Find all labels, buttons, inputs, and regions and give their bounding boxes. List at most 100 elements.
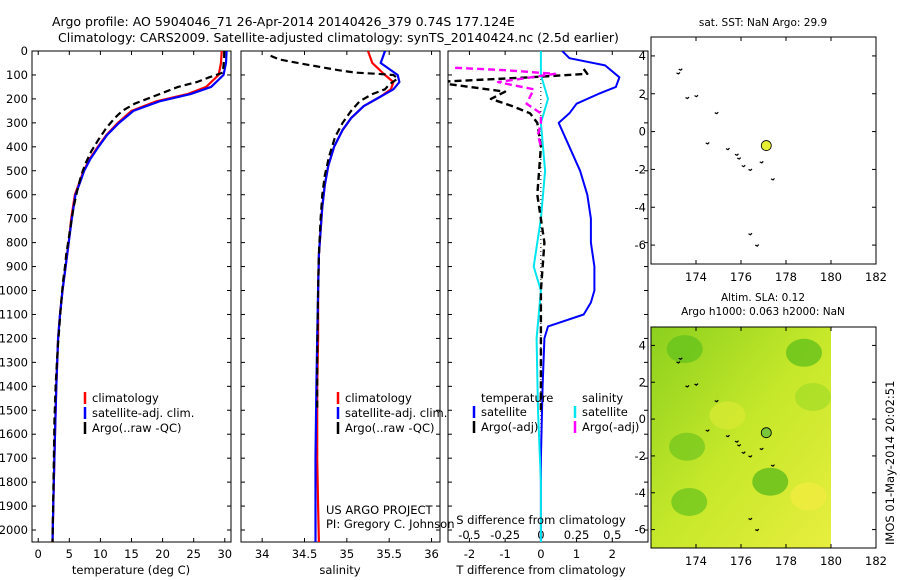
map-x-tick-label: 174: [685, 270, 707, 284]
map-x-tick-label: 180: [820, 554, 842, 568]
island: [678, 68, 683, 71]
difference-legend: temperature salinity satellite Argo(-adj…: [472, 391, 639, 434]
island: [759, 160, 764, 164]
map-x-tick-label: 178: [775, 270, 797, 284]
sla-map-axes-ticks: 174 176 178 180 182 -6 -4 -2 0 2 4: [635, 327, 887, 568]
island: [748, 168, 753, 172]
sla-map-coastline: [676, 357, 775, 532]
legend-label: climatology: [92, 391, 159, 405]
depth-tick-label: 1600: [0, 427, 28, 441]
x-tick-label: 20: [155, 547, 170, 561]
depth-tick-label: 800: [6, 236, 28, 250]
map-y-tick-label: 0: [639, 412, 646, 426]
salinity-xlabel: salinity: [319, 563, 360, 577]
series-line-s-argo-adj-: [455, 66, 557, 148]
s-tick-label: 0.25: [564, 528, 590, 542]
depth-tick-label: 100: [6, 68, 28, 82]
island: [725, 434, 730, 438]
island: [748, 232, 753, 236]
depth-tick-label: 2000: [0, 523, 28, 537]
island: [770, 177, 775, 181]
map-y-tick-label: 0: [639, 125, 646, 139]
depth-tick-label: 1300: [0, 355, 28, 369]
x-tick-label: 1: [573, 547, 580, 561]
series-line-argo-raw-qc-: [51, 51, 226, 542]
depth-tick-label: 1000: [0, 284, 28, 298]
x-tick-label: 25: [186, 547, 201, 561]
island: [676, 72, 681, 75]
sla-anomaly-patch: [786, 338, 822, 367]
map-y-tick-label: 4: [639, 49, 646, 63]
sst-map-axes: [650, 36, 877, 265]
island: [748, 517, 753, 521]
island: [714, 111, 719, 115]
series-line-climatology: [51, 51, 223, 542]
depth-tick-label: 1700: [0, 451, 28, 465]
map-y-tick-label: -6: [635, 238, 646, 252]
s-tick-label: 0.5: [603, 528, 621, 542]
depth-tick-label: 1100: [0, 307, 28, 321]
s-tick-label: -0.5: [458, 528, 480, 542]
map-y-tick-label: 2: [639, 375, 646, 389]
x-tick-label: 5: [66, 547, 73, 561]
x-tick-label: 35: [340, 547, 355, 561]
map-x-tick-label: 178: [775, 554, 797, 568]
island: [705, 429, 710, 432]
timestamp: IMOS 01-May-2014 20:02:51: [883, 381, 897, 545]
legend-label: Argo(..raw -QC): [345, 421, 435, 435]
depth-tick-label: 300: [6, 116, 28, 130]
sla-anomaly-patch: [671, 487, 708, 516]
temperature-xlabel: temperature (deg C): [72, 563, 190, 577]
series-line-satellite-adj-clim-: [314, 51, 401, 542]
map-x-tick-label: 174: [685, 554, 707, 568]
difference-xlabel-top: S difference from climatology: [456, 513, 626, 527]
island: [725, 147, 730, 151]
island: [736, 443, 742, 447]
sla-anomaly-patch: [790, 482, 827, 511]
header-line-2: Climatology: CARS2009. Satellite-adjuste…: [58, 30, 619, 45]
temperature-legend: climatology satellite-adj. clim. Argo(..…: [83, 391, 194, 435]
x-tick-label: 36: [424, 547, 439, 561]
temperature-profiles: [51, 51, 228, 542]
x-tick-label: 30: [217, 547, 232, 561]
sla-anomaly-patch: [795, 382, 831, 411]
map-x-tick-label: 182: [865, 270, 887, 284]
sla-map-axes: [650, 326, 877, 549]
depth-tick-label: 1800: [0, 475, 28, 489]
argo-position-marker-sla: [760, 427, 772, 439]
salinity-legend: climatology satellite-adj. clim. Argo(..…: [326, 391, 455, 531]
temperature-x-axis: 0 5 10 15 20 25 30: [35, 51, 232, 561]
depth-tick-label: 1500: [0, 403, 28, 417]
legend-title-salinity: salinity: [582, 391, 623, 405]
difference-axes: [447, 50, 649, 543]
x-tick-label: 35.5: [376, 547, 402, 561]
island: [685, 96, 690, 100]
x-tick-label: 34.5: [292, 547, 318, 561]
legend-label: satellite: [582, 405, 628, 419]
salinity-axes: [240, 50, 441, 543]
legend-label: climatology: [345, 391, 412, 405]
island: [685, 385, 690, 388]
island: [754, 528, 760, 532]
salinity-profiles: [270, 51, 401, 542]
legend-label: Argo(-adj): [481, 420, 538, 434]
legend-title-temperature: temperature: [481, 391, 553, 405]
series-line-s-satellite: [532, 51, 549, 542]
map-y-tick-label: -4: [635, 200, 646, 214]
x-tick-label: 0: [537, 547, 544, 561]
x-tick-label: 0: [35, 547, 42, 561]
sla-heatmap: [651, 327, 831, 548]
depth-tick-label: 0: [21, 44, 28, 58]
series-line-satellite-adj-clim-: [51, 51, 228, 542]
legend-label: satellite: [481, 405, 527, 419]
header-line-1: Argo profile: AO 5904046_71 26-Apr-2014 …: [52, 14, 515, 29]
legend-label: Argo(-adj): [582, 420, 639, 434]
depth-axis: 0100200300400500600700800900100011001200…: [0, 44, 648, 537]
depth-tick-label: 1200: [0, 331, 28, 345]
island: [676, 361, 681, 364]
island: [741, 451, 746, 454]
series-line-argo-raw-qc-: [270, 54, 399, 411]
depth-tick-label: 600: [6, 188, 28, 202]
sla-field-features: [666, 335, 831, 516]
sst-map-axes-ticks: 174 176 178 180 182 -6 -4 -2 0 2 4: [635, 37, 887, 284]
